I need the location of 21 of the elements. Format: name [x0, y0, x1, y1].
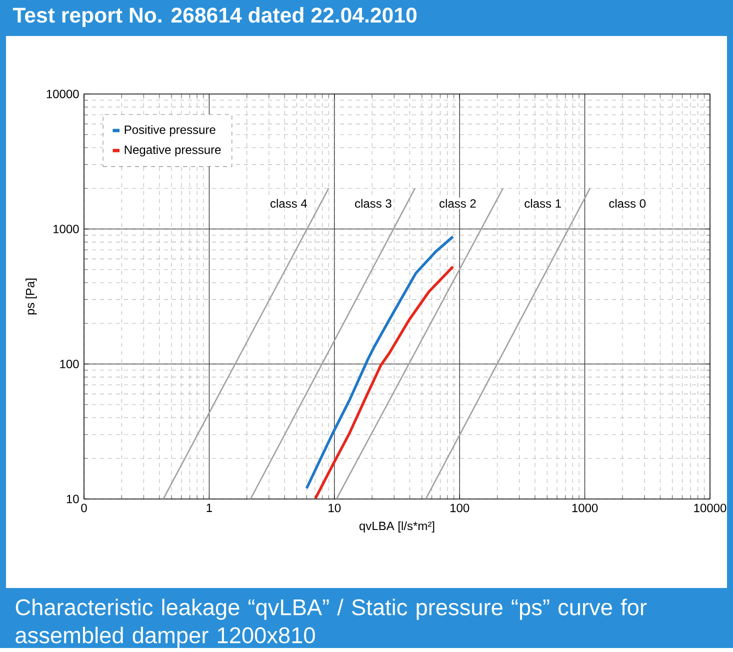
x-tick-label: 100 [450, 504, 470, 512]
x-tick-label: 0 [81, 504, 87, 512]
text: Characteristic leakage “qvLBA” / Static pressure “ps” curve for assembled damper 1200x810 [16, 598, 647, 648]
x-tick-label: 1000 [572, 504, 598, 512]
x-tick-label: 10 [328, 504, 341, 512]
annotation: class 4 [270, 198, 307, 208]
x-tick-label: 1 [206, 504, 212, 512]
annotation: class 0 [609, 198, 646, 208]
y-tick-label: 10 [66, 494, 79, 504]
y-tick-label: 1000 [54, 224, 79, 234]
annotation: class 2 [440, 198, 476, 208]
chart-title: Test report No. 268614 dated 22.04.2010 [12, 6, 417, 27]
annotation: class 1 [524, 198, 561, 208]
legend-label: Positive pressure [124, 125, 216, 136]
annotation: class 3 [355, 198, 392, 208]
x-axis-title: qvLBA [l/s*m²] [359, 521, 434, 532]
y-tick-label: 10000 [46, 90, 79, 98]
y-axis-title: ps [Pa] [26, 278, 37, 314]
x-tick-label: 10000 [694, 504, 726, 512]
legend-label: Negative pressure [124, 145, 221, 156]
y-tick-label: 100 [60, 360, 79, 368]
